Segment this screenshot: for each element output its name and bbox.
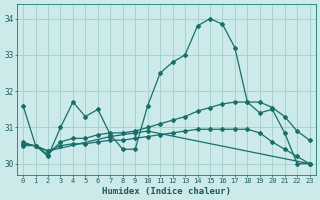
X-axis label: Humidex (Indice chaleur): Humidex (Indice chaleur) xyxy=(102,187,231,196)
